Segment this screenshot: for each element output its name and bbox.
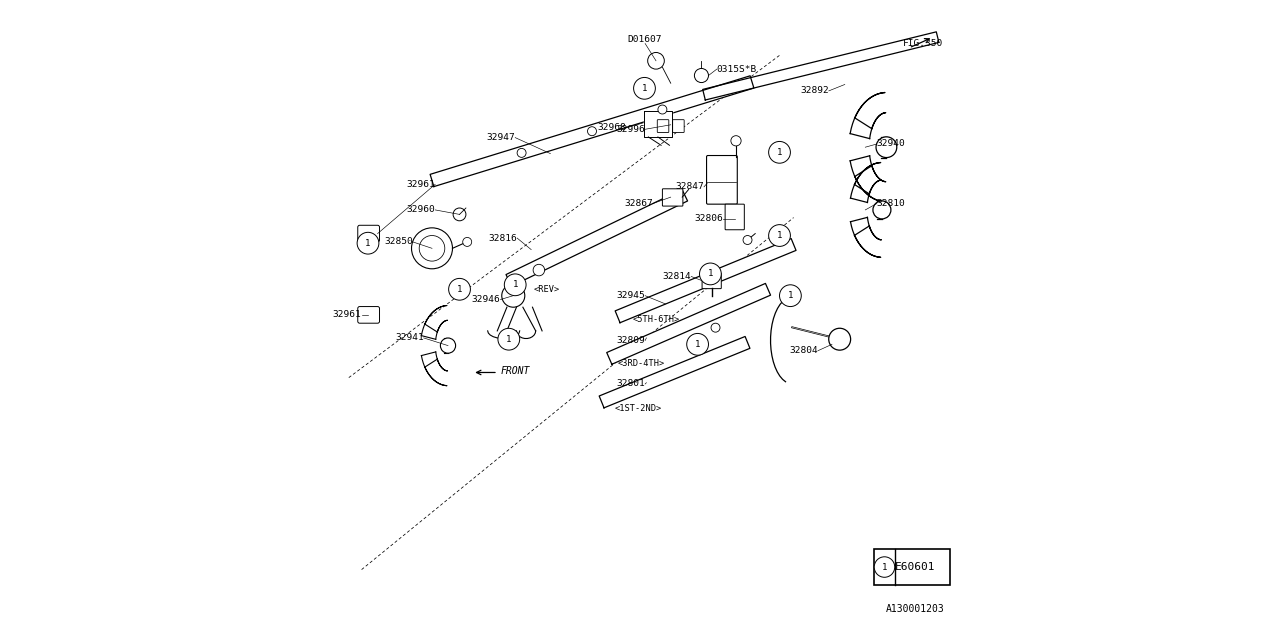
Circle shape bbox=[658, 105, 667, 114]
Circle shape bbox=[828, 328, 851, 350]
Circle shape bbox=[686, 333, 709, 355]
Text: <5TH-6TH>: <5TH-6TH> bbox=[632, 316, 680, 324]
Circle shape bbox=[357, 232, 379, 254]
Circle shape bbox=[873, 201, 891, 219]
FancyBboxPatch shape bbox=[673, 120, 685, 132]
Polygon shape bbox=[850, 93, 886, 139]
Circle shape bbox=[648, 52, 664, 69]
Text: 32814: 32814 bbox=[663, 272, 691, 281]
Circle shape bbox=[768, 225, 791, 246]
Polygon shape bbox=[421, 305, 448, 339]
Text: 32892: 32892 bbox=[800, 86, 829, 95]
Text: 32816: 32816 bbox=[489, 234, 517, 243]
Text: 32850: 32850 bbox=[384, 237, 412, 246]
Circle shape bbox=[534, 264, 545, 276]
Text: 32806: 32806 bbox=[695, 214, 723, 223]
Polygon shape bbox=[506, 189, 687, 286]
Text: 1: 1 bbox=[777, 148, 782, 157]
FancyBboxPatch shape bbox=[358, 307, 379, 323]
Polygon shape bbox=[607, 284, 771, 364]
Text: 32996: 32996 bbox=[617, 125, 645, 134]
FancyBboxPatch shape bbox=[663, 189, 684, 206]
Text: FIG.350: FIG.350 bbox=[902, 39, 942, 48]
Text: 1: 1 bbox=[708, 269, 713, 278]
FancyBboxPatch shape bbox=[707, 156, 737, 204]
Circle shape bbox=[712, 323, 719, 332]
Text: 1: 1 bbox=[457, 285, 462, 294]
Text: 32961: 32961 bbox=[333, 310, 362, 319]
Text: 1: 1 bbox=[512, 280, 518, 289]
Polygon shape bbox=[430, 76, 754, 187]
Text: 1: 1 bbox=[641, 84, 648, 93]
Text: FRONT: FRONT bbox=[500, 366, 530, 376]
Text: 1: 1 bbox=[695, 340, 700, 349]
Circle shape bbox=[699, 263, 722, 285]
Circle shape bbox=[695, 68, 709, 83]
Text: 32960: 32960 bbox=[407, 205, 435, 214]
Text: 32847: 32847 bbox=[676, 182, 704, 191]
Circle shape bbox=[504, 274, 526, 296]
Circle shape bbox=[768, 141, 791, 163]
Polygon shape bbox=[850, 156, 886, 202]
Text: 32945: 32945 bbox=[617, 291, 645, 300]
FancyBboxPatch shape bbox=[358, 225, 379, 242]
Polygon shape bbox=[703, 32, 940, 100]
Circle shape bbox=[448, 278, 471, 300]
Circle shape bbox=[502, 284, 525, 307]
Text: 1: 1 bbox=[365, 239, 371, 248]
Circle shape bbox=[874, 557, 895, 577]
Circle shape bbox=[780, 285, 801, 307]
Text: 32801: 32801 bbox=[617, 380, 645, 388]
Text: <3RD-4TH>: <3RD-4TH> bbox=[618, 359, 664, 368]
Text: 32810: 32810 bbox=[877, 199, 905, 208]
Polygon shape bbox=[616, 239, 796, 323]
Text: 32941: 32941 bbox=[396, 333, 424, 342]
Text: 32867: 32867 bbox=[625, 199, 653, 208]
Bar bbox=[874, 549, 950, 585]
Circle shape bbox=[731, 136, 741, 146]
Polygon shape bbox=[599, 337, 750, 408]
Circle shape bbox=[453, 208, 466, 221]
Circle shape bbox=[463, 237, 472, 246]
Polygon shape bbox=[421, 352, 448, 386]
Circle shape bbox=[517, 148, 526, 157]
Text: 32947: 32947 bbox=[486, 133, 516, 142]
Text: 0315S*B: 0315S*B bbox=[717, 65, 756, 74]
Text: <1ST-2ND>: <1ST-2ND> bbox=[616, 404, 662, 413]
Text: D01607: D01607 bbox=[628, 35, 662, 44]
Text: 32968: 32968 bbox=[598, 124, 626, 132]
FancyBboxPatch shape bbox=[701, 273, 722, 289]
Text: E60601: E60601 bbox=[895, 562, 936, 572]
Text: 32940: 32940 bbox=[877, 140, 905, 148]
Circle shape bbox=[498, 328, 520, 350]
Text: <REV>: <REV> bbox=[534, 285, 561, 294]
Text: 32946: 32946 bbox=[472, 295, 500, 304]
Text: 1: 1 bbox=[787, 291, 794, 300]
Text: 32804: 32804 bbox=[790, 346, 818, 355]
Text: 1: 1 bbox=[882, 563, 887, 572]
Circle shape bbox=[634, 77, 655, 99]
Circle shape bbox=[440, 338, 456, 353]
Polygon shape bbox=[850, 218, 882, 257]
Polygon shape bbox=[644, 111, 672, 137]
Circle shape bbox=[412, 228, 453, 269]
Text: A130001203: A130001203 bbox=[886, 604, 945, 614]
Circle shape bbox=[876, 137, 897, 157]
Text: 32809: 32809 bbox=[617, 336, 645, 345]
Text: 1: 1 bbox=[506, 335, 512, 344]
Circle shape bbox=[420, 236, 445, 261]
Text: 1: 1 bbox=[777, 231, 782, 240]
Circle shape bbox=[742, 236, 753, 244]
FancyBboxPatch shape bbox=[724, 204, 745, 230]
Circle shape bbox=[588, 127, 596, 136]
FancyBboxPatch shape bbox=[658, 120, 668, 132]
Text: 32961: 32961 bbox=[407, 180, 435, 189]
Polygon shape bbox=[850, 163, 882, 202]
